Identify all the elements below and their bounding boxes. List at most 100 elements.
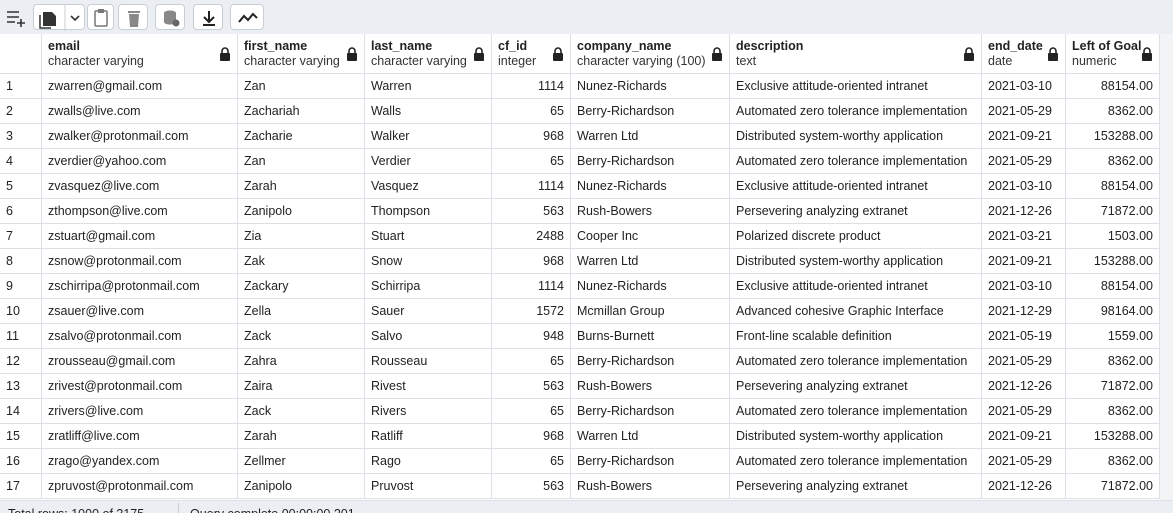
data-cell[interactable]: 8362.00 <box>1066 449 1160 474</box>
data-cell[interactable]: zsalvo@protonmail.com <box>42 324 238 349</box>
row-number[interactable]: 9 <box>0 274 42 299</box>
data-cell[interactable]: Automated zero tolerance implementation <box>730 449 982 474</box>
data-cell[interactable]: zrago@yandex.com <box>42 449 238 474</box>
data-cell[interactable]: Schirripa <box>365 274 492 299</box>
data-cell[interactable]: Stuart <box>365 224 492 249</box>
data-cell[interactable]: Exclusive attitude-oriented intranet <box>730 174 982 199</box>
data-cell[interactable]: 1114 <box>492 274 571 299</box>
data-cell[interactable]: Zellmer <box>238 449 365 474</box>
add-row-button[interactable] <box>2 4 32 30</box>
data-cell[interactable]: Automated zero tolerance implementation <box>730 99 982 124</box>
data-cell[interactable]: zschirripa@protonmail.com <box>42 274 238 299</box>
data-cell[interactable]: Rousseau <box>365 349 492 374</box>
data-cell[interactable]: Berry-Richardson <box>571 99 730 124</box>
data-cell[interactable]: Nunez-Richards <box>571 74 730 99</box>
data-cell[interactable]: 8362.00 <box>1066 149 1160 174</box>
data-cell[interactable]: zvasquez@live.com <box>42 174 238 199</box>
scrollbar[interactable] <box>1160 34 1173 500</box>
row-number[interactable]: 16 <box>0 449 42 474</box>
save-data-button[interactable] <box>155 4 185 30</box>
data-cell[interactable]: Rush-Bowers <box>571 474 730 499</box>
row-number[interactable]: 8 <box>0 249 42 274</box>
data-cell[interactable]: Burns-Burnett <box>571 324 730 349</box>
data-cell[interactable]: Warren Ltd <box>571 124 730 149</box>
data-cell[interactable]: 2021-03-21 <box>982 224 1066 249</box>
row-number[interactable]: 6 <box>0 199 42 224</box>
data-cell[interactable]: Berry-Richardson <box>571 149 730 174</box>
data-cell[interactable]: Verdier <box>365 149 492 174</box>
data-cell[interactable]: Snow <box>365 249 492 274</box>
data-cell[interactable]: 98164.00 <box>1066 299 1160 324</box>
row-number[interactable]: 13 <box>0 374 42 399</box>
data-cell[interactable]: Exclusive attitude-oriented intranet <box>730 74 982 99</box>
data-cell[interactable]: 88154.00 <box>1066 174 1160 199</box>
data-cell[interactable]: 88154.00 <box>1066 74 1160 99</box>
data-cell[interactable]: Zan <box>238 149 365 174</box>
data-cell[interactable]: 88154.00 <box>1066 274 1160 299</box>
data-cell[interactable]: 153288.00 <box>1066 424 1160 449</box>
data-cell[interactable]: zwarren@gmail.com <box>42 74 238 99</box>
data-cell[interactable]: 71872.00 <box>1066 474 1160 499</box>
row-number[interactable]: 3 <box>0 124 42 149</box>
data-cell[interactable]: Vasquez <box>365 174 492 199</box>
data-cell[interactable]: Ratliff <box>365 424 492 449</box>
data-cell[interactable]: Nunez-Richards <box>571 174 730 199</box>
download-button[interactable] <box>193 4 223 30</box>
row-number[interactable]: 2 <box>0 99 42 124</box>
data-cell[interactable]: Sauer <box>365 299 492 324</box>
data-cell[interactable]: Salvo <box>365 324 492 349</box>
data-cell[interactable]: zverdier@yahoo.com <box>42 149 238 174</box>
data-cell[interactable]: Warren Ltd <box>571 249 730 274</box>
data-cell[interactable]: 1114 <box>492 74 571 99</box>
data-cell[interactable]: zsnow@protonmail.com <box>42 249 238 274</box>
data-cell[interactable]: 2021-05-29 <box>982 149 1066 174</box>
data-cell[interactable]: Zella <box>238 299 365 324</box>
data-cell[interactable]: zpruvost@protonmail.com <box>42 474 238 499</box>
data-cell[interactable]: Pruvost <box>365 474 492 499</box>
data-cell[interactable]: zratliff@live.com <box>42 424 238 449</box>
row-number[interactable]: 12 <box>0 349 42 374</box>
data-cell[interactable]: 153288.00 <box>1066 124 1160 149</box>
data-cell[interactable]: Front-line scalable definition <box>730 324 982 349</box>
row-number[interactable]: 7 <box>0 224 42 249</box>
data-cell[interactable]: 2021-03-10 <box>982 174 1066 199</box>
data-cell[interactable]: 1503.00 <box>1066 224 1160 249</box>
data-cell[interactable]: 2021-05-29 <box>982 399 1066 424</box>
paste-button[interactable] <box>87 4 114 30</box>
data-cell[interactable]: 948 <box>492 324 571 349</box>
row-number[interactable]: 5 <box>0 174 42 199</box>
data-cell[interactable]: zsauer@live.com <box>42 299 238 324</box>
data-cell[interactable]: zrivest@protonmail.com <box>42 374 238 399</box>
data-cell[interactable]: Zanipolo <box>238 199 365 224</box>
data-cell[interactable]: 8362.00 <box>1066 349 1160 374</box>
data-cell[interactable]: zrousseau@gmail.com <box>42 349 238 374</box>
row-number[interactable]: 14 <box>0 399 42 424</box>
column-header[interactable]: Left of Goal numeric <box>1066 34 1160 74</box>
data-cell[interactable]: zrivers@live.com <box>42 399 238 424</box>
column-header[interactable]: email character varying <box>42 34 238 74</box>
data-cell[interactable]: Exclusive attitude-oriented intranet <box>730 274 982 299</box>
data-cell[interactable]: 2021-09-21 <box>982 424 1066 449</box>
data-cell[interactable]: 2021-09-21 <box>982 124 1066 149</box>
data-cell[interactable]: Rago <box>365 449 492 474</box>
data-cell[interactable]: Persevering analyzing extranet <box>730 199 982 224</box>
data-cell[interactable]: 2021-05-19 <box>982 324 1066 349</box>
column-header[interactable]: last_name character varying <box>365 34 492 74</box>
data-cell[interactable]: 153288.00 <box>1066 249 1160 274</box>
data-cell[interactable]: Zarah <box>238 174 365 199</box>
column-header[interactable]: company_name character varying (100) <box>571 34 730 74</box>
data-cell[interactable]: 71872.00 <box>1066 199 1160 224</box>
data-cell[interactable]: Zahra <box>238 349 365 374</box>
data-cell[interactable]: 563 <box>492 199 571 224</box>
data-cell[interactable]: 8362.00 <box>1066 99 1160 124</box>
data-cell[interactable]: Warren Ltd <box>571 424 730 449</box>
data-cell[interactable]: 2021-12-26 <box>982 474 1066 499</box>
data-cell[interactable]: Walls <box>365 99 492 124</box>
data-cell[interactable]: 2021-05-29 <box>982 449 1066 474</box>
column-header[interactable]: cf_id integer <box>492 34 571 74</box>
data-cell[interactable]: Automated zero tolerance implementation <box>730 399 982 424</box>
data-cell[interactable]: zwalker@protonmail.com <box>42 124 238 149</box>
data-cell[interactable]: Cooper Inc <box>571 224 730 249</box>
row-number[interactable]: 4 <box>0 149 42 174</box>
delete-button[interactable] <box>118 4 148 30</box>
